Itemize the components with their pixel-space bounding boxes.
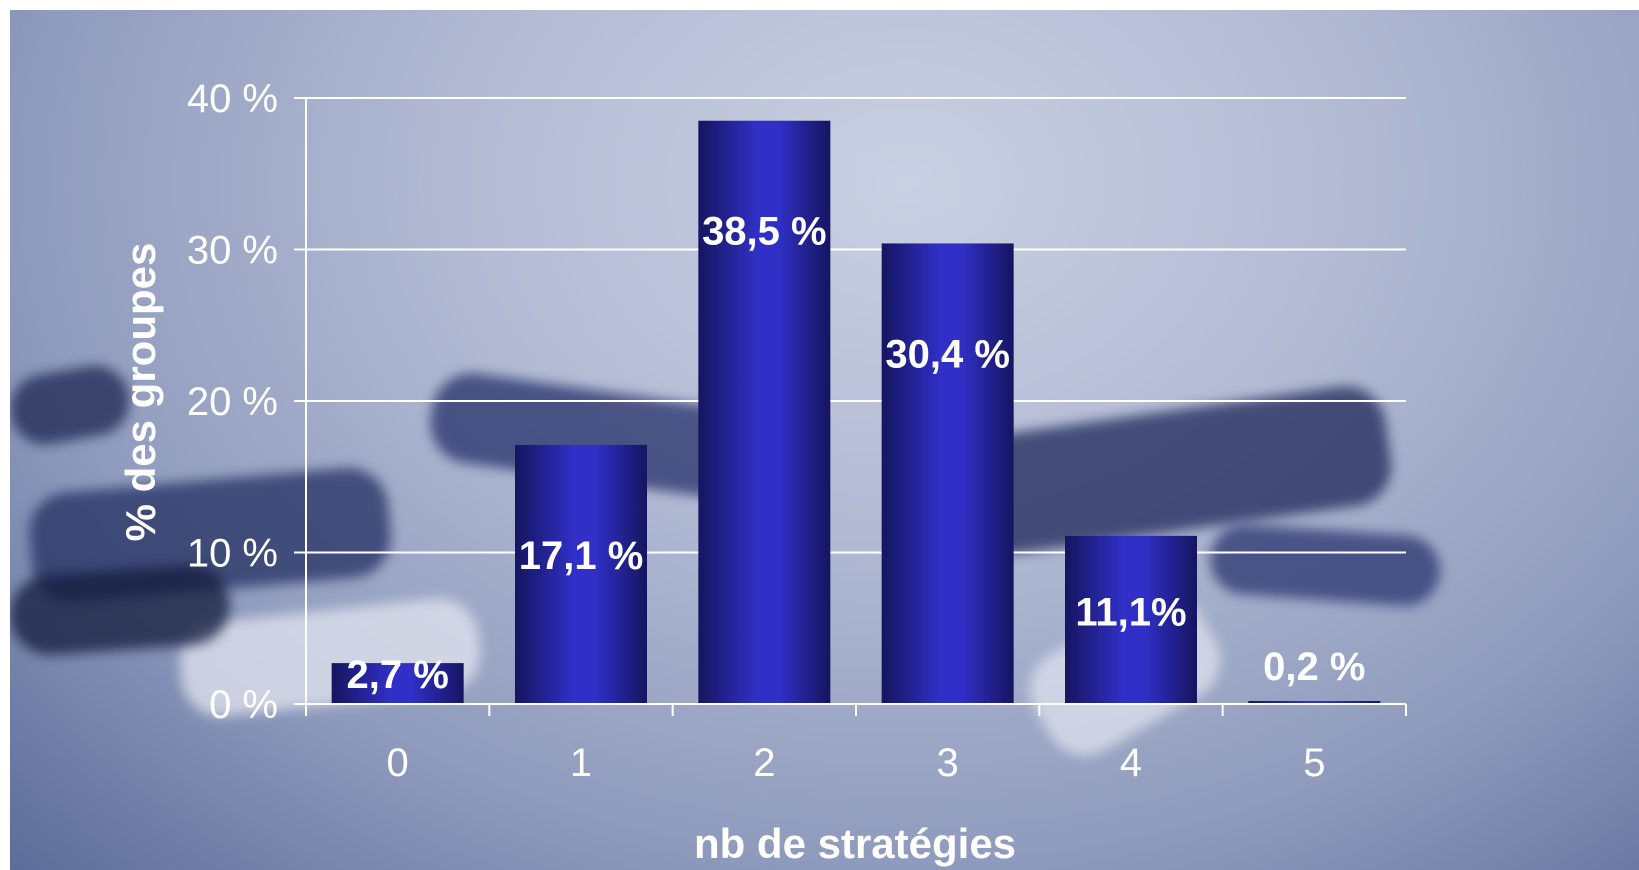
x-tick-label: 1 [570, 741, 592, 785]
bar [331, 663, 464, 704]
bar [515, 444, 647, 704]
x-axis-ticks: 0 1 2 3 4 5 [305, 704, 1407, 785]
bar-value-label: 38,5 % [702, 210, 827, 254]
bar-value-label: 30,4 % [885, 332, 1010, 376]
bar [1248, 700, 1381, 704]
y-tick-label: 0 % [209, 683, 278, 727]
y-axis-ticks: 0 % 10 % 20 % 30 % 40 % [187, 77, 306, 727]
bar-value-label: 11,1% [1075, 591, 1186, 635]
y-tick-label: 30 % [187, 229, 278, 273]
x-tick-label: 4 [1120, 741, 1142, 785]
x-axis-title: nb de stratégies [694, 820, 1016, 867]
bar-value-label: 0,2 % [1263, 645, 1365, 689]
bars [331, 120, 1381, 705]
bar [881, 243, 1014, 704]
y-tick-label: 10 % [187, 532, 278, 576]
x-tick-label: 3 [937, 741, 959, 785]
y-tick-label: 20 % [187, 380, 278, 424]
bar [1065, 535, 1197, 704]
x-tick-label: 2 [753, 741, 775, 785]
x-tick-label: 5 [1303, 741, 1325, 785]
bar-value-labels: 2,7 % 17,1 % 38,5 % 30,4 % 11,1% 0,2 % [347, 210, 1366, 697]
bar-value-label: 2,7 % [347, 653, 449, 697]
gridlines [306, 97, 1406, 554]
x-tick-label: 0 [387, 741, 409, 785]
y-tick-label: 40 % [187, 77, 278, 121]
bar-value-label: 17,1 % [519, 534, 644, 578]
bar [698, 120, 831, 705]
y-axis-title: % des groupes [117, 243, 164, 542]
